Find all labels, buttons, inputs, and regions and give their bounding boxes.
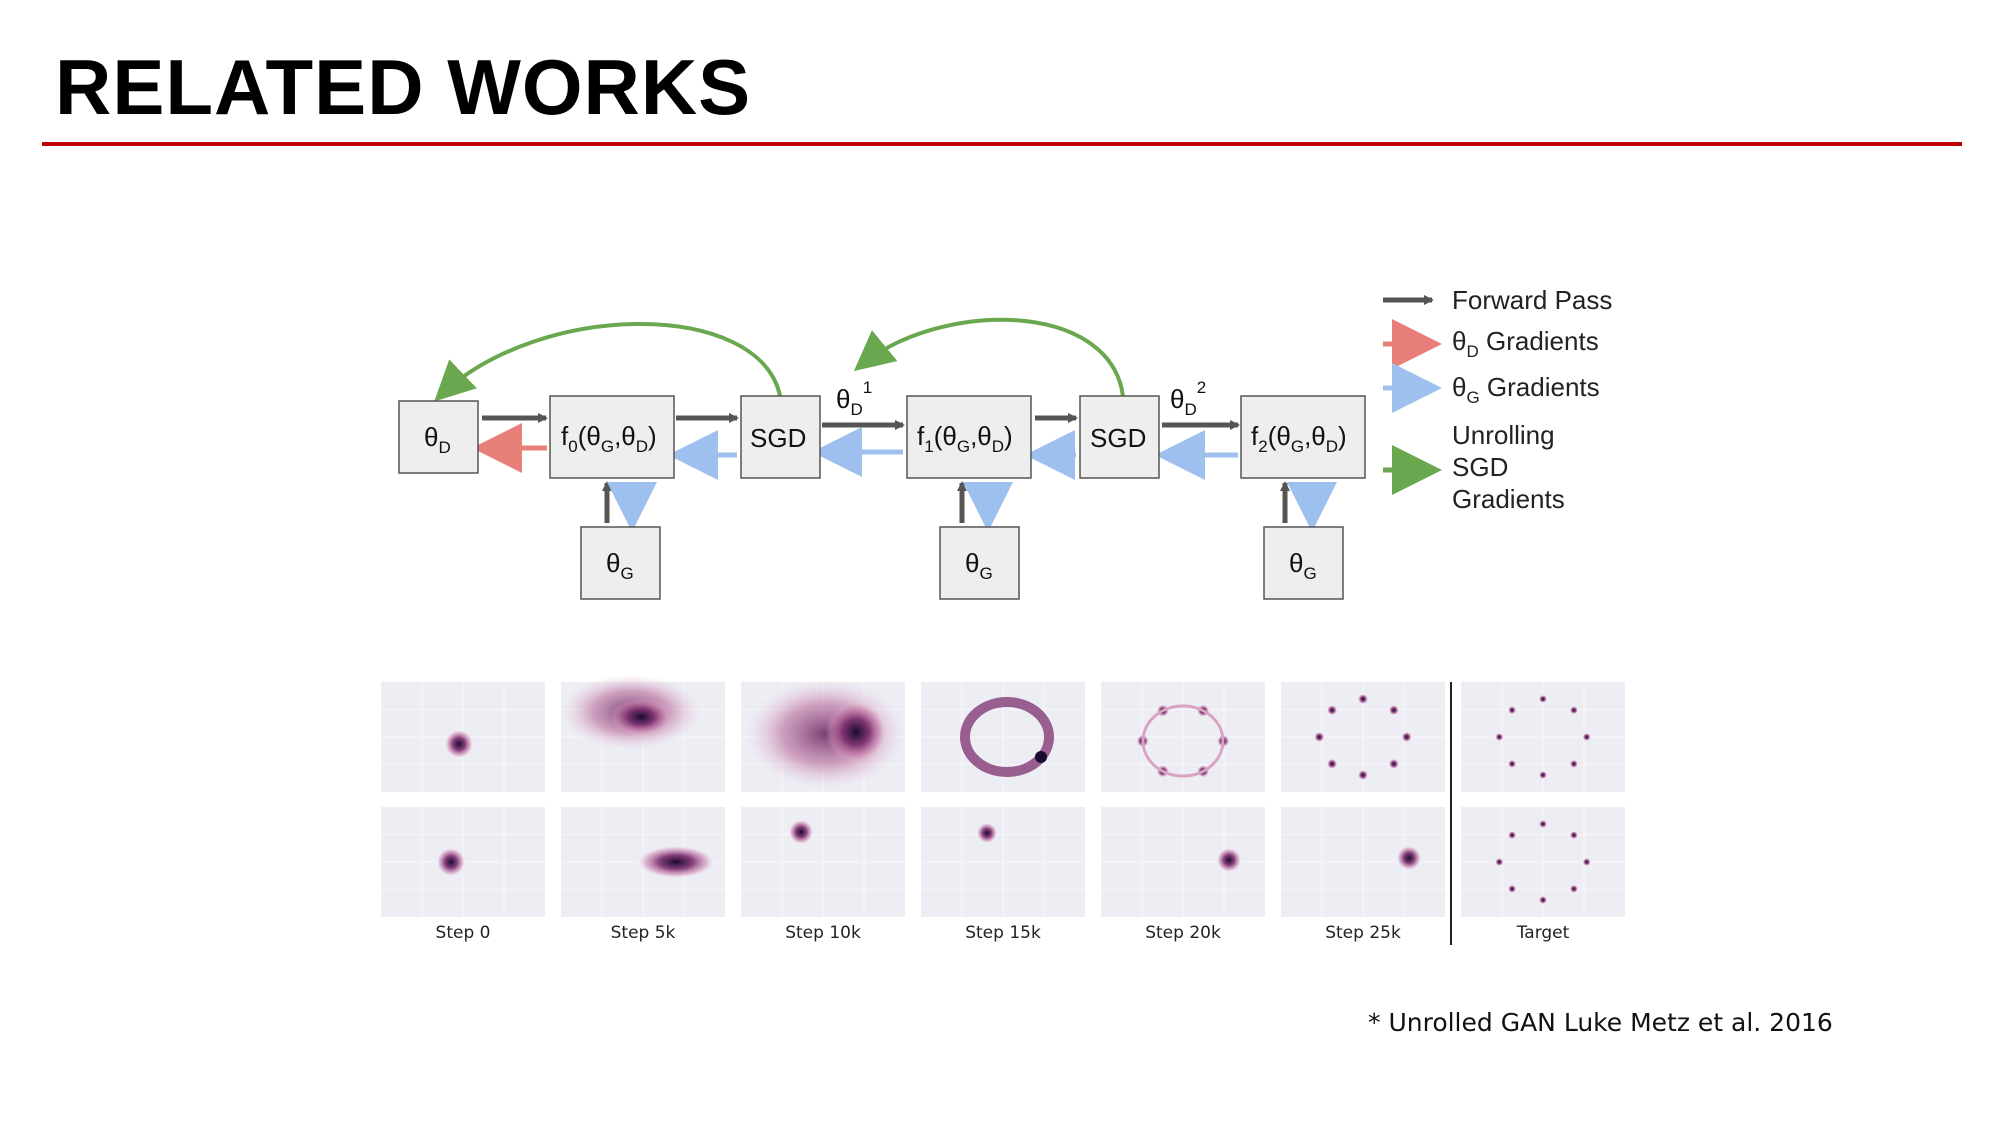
step-label: Step 20k: [1145, 923, 1221, 943]
edge-label-thetad-2: θD2: [1170, 378, 1206, 419]
node-theta-g-1: θG: [939, 526, 1020, 600]
target-mode-dot: [1569, 831, 1578, 840]
sample-ring: [960, 697, 1054, 777]
target-mode-dot: [1569, 759, 1578, 768]
target-mode-dot: [1539, 896, 1547, 904]
title-underline: [42, 142, 1962, 146]
sample-blob: [611, 699, 671, 735]
svg-text:θG: θG: [606, 548, 634, 583]
legend-thetad-label: θD Gradients: [1452, 326, 1599, 361]
slide-title: RELATED WORKS: [55, 43, 752, 131]
svg-text:θD: θD: [424, 422, 451, 457]
sample-mode-dot: [1388, 758, 1399, 769]
sample-grid: Step 0 Step 5k Step 10k Step 15k Step 20k Ste…: [381, 674, 1625, 943]
target-mode-dot: [1508, 706, 1517, 715]
svg-text:f0(θG,θD): f0(θG,θD): [561, 421, 657, 456]
node-theta-g-2: θG: [1263, 526, 1344, 600]
target-label: Target: [1516, 923, 1570, 943]
edge-label-thetad-1: θD1: [836, 378, 872, 419]
sample-blob: [1397, 846, 1421, 870]
sample-blob: [445, 730, 473, 758]
sample-blob: [437, 848, 465, 876]
target-mode-dot: [1569, 884, 1578, 893]
svg-text:f2(θG,θD): f2(θG,θD): [1251, 421, 1347, 456]
sample-mode-dot: [1327, 705, 1338, 716]
legend-forward-label: Forward Pass: [1452, 285, 1612, 315]
sample-blob: [826, 702, 886, 762]
legend: Forward Pass θD Gradients θG Gradients U…: [1383, 285, 1612, 514]
sample-mode-dot: [1314, 732, 1325, 742]
sample-mode-dot: [1401, 732, 1412, 742]
legend-unroll-label: Unrolling SGD Gradients: [1452, 420, 1565, 514]
sample-mode-dot: [1358, 770, 1368, 780]
node-f0: f0(θG,θD): [549, 395, 675, 479]
sample-blob: [1035, 751, 1047, 763]
sample-mode-dot: [1388, 705, 1399, 716]
legend-thetag-label: θG Gradients: [1452, 372, 1600, 407]
svg-text:SGD: SGD: [750, 423, 806, 453]
node-sgd-1: SGD: [740, 395, 821, 479]
target-mode-dot: [1582, 858, 1591, 866]
svg-text:θG: θG: [1289, 548, 1317, 583]
sample-mode-dot: [1327, 758, 1338, 769]
step-label: Step 0: [436, 923, 491, 943]
target-mode-dot: [1508, 831, 1517, 840]
step-label: Step 25k: [1325, 923, 1401, 943]
node-f2: f2(θG,θD): [1240, 395, 1366, 479]
target-mode-dot: [1495, 858, 1504, 866]
sample-blob: [1217, 848, 1241, 872]
svg-text:θG: θG: [965, 548, 993, 583]
sample-mode-dot: [1358, 694, 1368, 704]
node-f1: f1(θG,θD): [906, 395, 1032, 479]
target-mode-dot: [1569, 706, 1578, 715]
target-mode-dot: [1508, 884, 1517, 893]
sample-ring: [1141, 704, 1225, 778]
target-mode-dot: [1539, 820, 1547, 828]
step-label: Step 10k: [785, 923, 861, 943]
target-mode-dot: [1582, 733, 1591, 741]
svg-text:SGD: SGD: [1090, 423, 1146, 453]
node-sgd-2: SGD: [1079, 395, 1160, 479]
sample-blob: [638, 846, 714, 878]
target-mode-dot: [1539, 695, 1547, 703]
sample-blob: [977, 823, 997, 843]
target-mode-dot: [1495, 733, 1504, 741]
unroll-arc-1: [434, 322, 782, 402]
target-mode-dot: [1508, 759, 1517, 768]
step-label: Step 15k: [965, 923, 1041, 943]
node-theta-d: θD: [398, 400, 479, 474]
unroll-arc-2: [853, 317, 1125, 397]
citation-footnote: * Unrolled GAN Luke Metz et al. 2016: [1368, 1008, 1833, 1037]
node-theta-g-0: θG: [580, 526, 661, 600]
sample-blob: [789, 820, 813, 844]
step-label: Step 5k: [611, 923, 676, 943]
target-mode-dot: [1539, 771, 1547, 779]
svg-text:f1(θG,θD): f1(θG,θD): [917, 421, 1013, 456]
